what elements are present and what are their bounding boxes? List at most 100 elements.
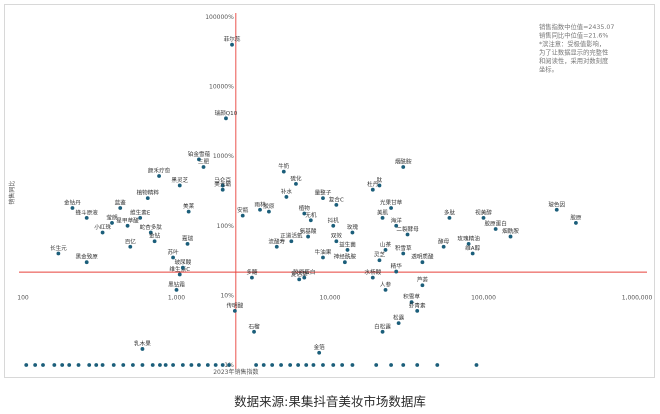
data-point: [270, 363, 275, 367]
data-point: [302, 211, 307, 216]
point-label: 美肌: [377, 208, 389, 216]
data-point: [296, 363, 301, 367]
data-point: [84, 260, 89, 265]
data-point: [380, 329, 385, 334]
data-point: [377, 183, 382, 188]
data-point: [441, 244, 446, 249]
data-point: [383, 287, 388, 292]
point-label: 蓝鉴: [115, 199, 127, 207]
point-label: 维A醇: [465, 244, 480, 252]
data-point: [306, 234, 311, 239]
data-point: [131, 363, 135, 367]
data-point: [401, 251, 406, 256]
data-point: [84, 215, 89, 220]
data-point: [420, 283, 425, 288]
data-point: [201, 165, 206, 169]
data-point: [394, 269, 399, 274]
data-point: [342, 260, 347, 265]
point-label: 黑钻霜: [168, 280, 185, 288]
point-label: 正道活氧: [280, 232, 303, 240]
point-label: 积雪草: [403, 293, 420, 301]
data-point: [284, 195, 289, 199]
point-label: 补水: [281, 187, 293, 195]
data-point: [383, 248, 388, 252]
data-point: [87, 363, 92, 367]
x-tick-label: 100: [17, 294, 29, 301]
point-label: 人参: [380, 280, 392, 288]
point-label: 玫瑰: [347, 223, 359, 231]
point-label: 石榴: [248, 322, 260, 330]
point-label: 玻色因: [548, 200, 565, 208]
data-point: [321, 196, 325, 201]
point-label: 美莱: [183, 202, 195, 210]
data-point: [100, 230, 105, 235]
data-point: [111, 363, 116, 367]
data-point: [186, 209, 191, 214]
data-point: [308, 218, 313, 223]
data-point: [302, 275, 307, 280]
data-point: [297, 277, 302, 282]
point-label: 胶原: [263, 202, 275, 210]
point-label: 莹朗: [106, 213, 118, 221]
data-point: [128, 244, 133, 249]
point-label: 瑞颜Q10: [215, 109, 238, 117]
data-point: [574, 221, 578, 225]
point-label: 肽: [377, 176, 383, 184]
data-point: [205, 363, 210, 367]
data-point: [33, 363, 38, 367]
point-label: 透明质酸: [411, 253, 434, 261]
annotation-line: 为了让数据显示的完整性: [539, 48, 608, 57]
data-point: [345, 248, 350, 252]
data-point: [52, 363, 57, 367]
data-point: [118, 206, 123, 210]
data-point: [493, 227, 498, 231]
point-label: 芦荟: [417, 276, 429, 284]
data-point: [232, 308, 237, 313]
data-point: [350, 363, 355, 367]
data-point: [304, 363, 309, 367]
point-label: 视黄醇: [475, 208, 492, 216]
data-point: [189, 363, 194, 367]
scatter-chart: 100 1,000 10,000 100,000 1,000,000 100000% 100…: [8, 13, 652, 376]
data-point: [94, 363, 99, 367]
point-label: 长生元: [50, 244, 67, 252]
data-point: [41, 363, 45, 367]
x-tick-label: 1,000: [168, 294, 185, 301]
data-point: [70, 206, 75, 210]
data-point: [174, 287, 179, 292]
point-label: 小红珠: [94, 223, 111, 231]
data-point: [157, 174, 161, 178]
annotation-line: 坐标。: [539, 65, 558, 74]
data-point: [267, 209, 271, 214]
data-point: [76, 363, 81, 367]
data-point: [148, 230, 153, 235]
data-point: [220, 363, 225, 367]
data-point: [389, 363, 393, 367]
data-point: [279, 363, 283, 367]
point-label: 无机: [305, 211, 317, 219]
y-axis-title: 销售同比: [8, 181, 16, 205]
point-label: 二裂酵母: [396, 225, 419, 233]
x-tick-label: 100,000: [471, 294, 496, 301]
data-point: [288, 363, 293, 367]
point-label: 安瓶: [237, 206, 249, 214]
data-point: [331, 363, 336, 367]
point-label: 黑灵芝: [171, 176, 188, 184]
annotation-line: 销售同比中位值=21.6%: [539, 31, 608, 40]
data-point: [281, 169, 286, 174]
data-point: [350, 230, 355, 235]
source-caption: 数据来源:果集抖音美妆市场数据库: [234, 394, 426, 409]
data-point: [340, 363, 345, 367]
data-point: [163, 363, 168, 367]
data-point: [258, 207, 262, 212]
point-label: 菲尔蕊: [224, 35, 241, 43]
y-tick-label: 100%: [217, 223, 234, 230]
data-point: [213, 363, 218, 367]
data-point: [317, 350, 322, 355]
point-label: 海洋: [391, 216, 403, 224]
point-label: 百亿: [125, 237, 137, 245]
data-point: [252, 329, 256, 334]
point-label: 量整子: [315, 189, 332, 197]
data-point: [110, 221, 114, 225]
data-point: [150, 363, 155, 367]
